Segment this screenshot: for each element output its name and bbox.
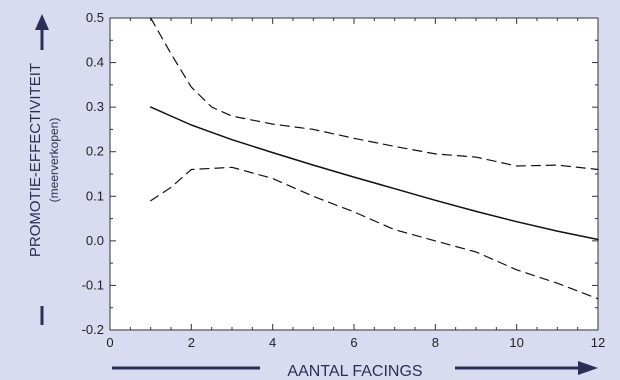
x-axis-arrow-head <box>578 361 598 375</box>
y-axis-subtitle: (meerverkopen) <box>47 118 61 203</box>
y-tick-label: -0.1 <box>82 277 104 292</box>
axis-ticks: 0 2 4 6 8 10 12 0.5 0.4 0.3 0.2 0.1 0.0 -0.1 -0.2 <box>82 10 606 350</box>
series-line-lower-bound <box>150 166 599 300</box>
y-tick-label: 0.2 <box>86 144 104 159</box>
x-tick-label: 6 <box>350 335 357 350</box>
x-axis-title: AANTAL FACINGS <box>287 363 422 380</box>
series-line-upper-bound <box>150 17 599 171</box>
y-tick-label: -0.2 <box>82 322 104 337</box>
y-tick-label: 0.1 <box>86 188 104 203</box>
y-tick-label: 0.5 <box>86 10 104 25</box>
series-line-estimate <box>149 106 599 241</box>
x-tick-label: 2 <box>188 335 195 350</box>
plot-area <box>109 17 599 331</box>
y-tick-label: 0.4 <box>86 55 104 70</box>
y-tick-label: 0.0 <box>86 233 104 248</box>
x-tick-label: 12 <box>591 335 605 350</box>
y-axis-arrow-head <box>35 14 49 30</box>
y-axis-title-group: PROMOTIE-EFFECTIVITEIT (meerverkopen) <box>27 14 61 325</box>
y-tick-label: 0.3 <box>86 99 104 114</box>
x-axis-title-group: AANTAL FACINGS <box>112 361 598 380</box>
x-tick-label: 8 <box>432 335 439 350</box>
series-lines <box>149 17 599 300</box>
x-tick-label: 4 <box>269 335 276 350</box>
y-axis-title: PROMOTIE-EFFECTIVITEIT <box>27 63 44 257</box>
x-tick-label: 0 <box>106 335 113 350</box>
x-tick-label: 10 <box>509 335 523 350</box>
